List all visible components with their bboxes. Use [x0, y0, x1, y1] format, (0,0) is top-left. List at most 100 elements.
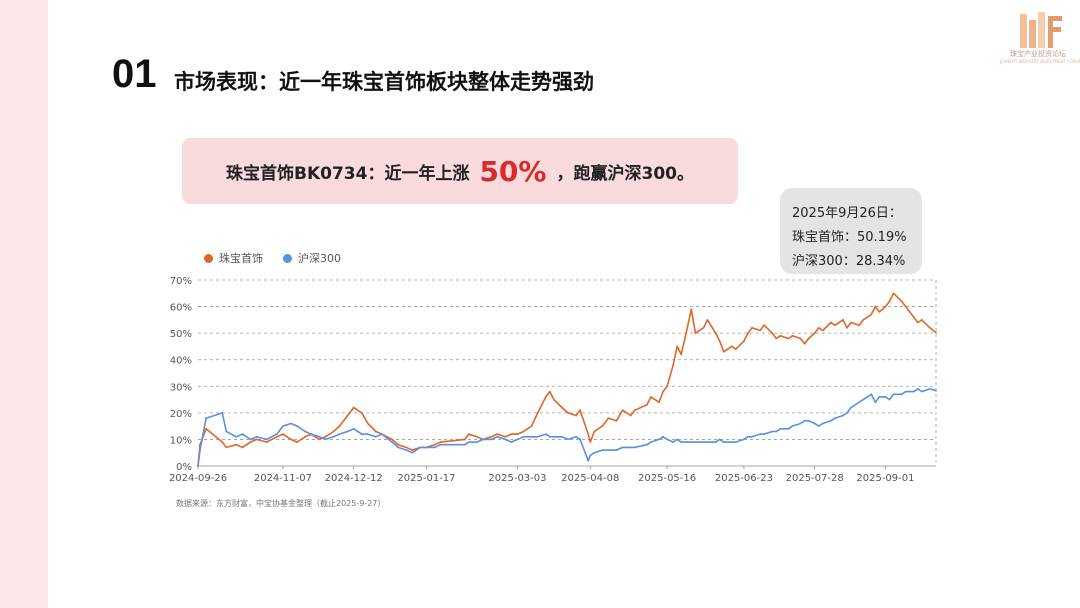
- data-point-csi300: [658, 438, 660, 441]
- data-point-csi300: [587, 459, 590, 462]
- data-point-csi300: [255, 435, 258, 438]
- data-point-jewelry: [405, 446, 408, 449]
- data-point-jewelry: [324, 435, 327, 438]
- data-point-jewelry: [544, 396, 547, 398]
- data-point-jewelry: [702, 326, 705, 329]
- data-point-csi300: [850, 406, 852, 409]
- data-point-csi300: [629, 446, 632, 449]
- data-point-jewelry: [633, 409, 636, 412]
- data-point-csi300: [607, 449, 610, 451]
- data-point-csi300: [722, 441, 725, 443]
- data-point-jewelry: [235, 443, 238, 446]
- data-point-csi300: [338, 433, 341, 435]
- data-point-csi300: [225, 430, 228, 433]
- data-point-jewelry: [567, 412, 569, 414]
- brand-logo-subtext: JEWELRY INDUSTRY INVESTMENT FORUM: [1000, 59, 1080, 64]
- data-point-jewelry: [912, 316, 915, 319]
- data-point-jewelry: [360, 412, 363, 414]
- x-tick-label: 2025-04-08: [561, 473, 619, 484]
- data-point-csi300: [734, 441, 737, 443]
- data-point-csi300: [690, 441, 693, 443]
- data-point-jewelry: [265, 441, 268, 443]
- data-point-csi300: [621, 446, 624, 449]
- data-point-jewelry: [433, 443, 436, 446]
- data-point-csi300: [601, 449, 604, 451]
- y-tick-label: 30%: [170, 382, 192, 393]
- data-point-csi300: [799, 422, 802, 425]
- data-point-csi300: [332, 435, 335, 438]
- data-point-csi300: [464, 443, 466, 446]
- data-point-csi300: [324, 438, 327, 441]
- data-point-jewelry: [589, 441, 592, 443]
- data-point-csi300: [904, 390, 907, 393]
- data-point-csi300: [694, 441, 697, 443]
- legend-dot-csi300: [283, 253, 292, 263]
- data-point-csi300: [199, 449, 201, 451]
- data-point-jewelry: [817, 326, 820, 329]
- data-point-csi300: [759, 433, 761, 435]
- data-point-jewelry: [846, 326, 848, 329]
- x-tick-label: 2025-05-16: [638, 473, 696, 484]
- data-point-csi300: [935, 389, 937, 392]
- data-point-jewelry: [676, 345, 679, 348]
- data-point-csi300: [751, 435, 753, 438]
- data-point-csi300: [702, 441, 705, 443]
- data-point-jewelry: [666, 385, 668, 388]
- data-point-jewelry: [575, 414, 577, 417]
- data-point-csi300: [522, 435, 525, 438]
- data-point-jewelry: [338, 425, 341, 427]
- data-point-csi300: [870, 393, 873, 396]
- data-point-csi300: [476, 441, 478, 443]
- tooltip-jewelry-value: 珠宝首饰：50.19%: [792, 230, 907, 245]
- data-point-jewelry: [714, 332, 717, 334]
- data-point-csi300: [830, 419, 832, 422]
- data-point-jewelry: [813, 332, 816, 334]
- data-point-csi300: [775, 430, 778, 433]
- data-point-jewelry: [375, 430, 377, 433]
- data-point-csi300: [718, 438, 721, 441]
- data-point-csi300: [747, 435, 749, 438]
- data-point-csi300: [205, 417, 207, 420]
- data-point-jewelry: [874, 305, 877, 308]
- data-point-csi300: [666, 438, 668, 441]
- data-point-jewelry: [516, 433, 519, 435]
- data-point-csi300: [282, 425, 284, 427]
- data-point-jewelry: [929, 326, 931, 329]
- data-point-jewelry: [935, 331, 937, 334]
- data-point-jewelry: [249, 441, 252, 443]
- y-tick-label: 50%: [170, 329, 192, 340]
- data-point-jewelry: [496, 433, 499, 435]
- data-point-jewelry: [658, 401, 660, 404]
- data-point-csi300: [360, 433, 363, 435]
- data-point-csi300: [884, 396, 887, 398]
- data-point-jewelry: [221, 441, 224, 443]
- data-point-jewelry: [779, 334, 782, 337]
- data-point-csi300: [650, 441, 652, 443]
- data-point-jewelry: [916, 321, 919, 324]
- data-point-jewelry: [680, 353, 683, 356]
- data-point-csi300: [706, 441, 709, 443]
- data-point-csi300: [730, 441, 733, 443]
- data-point-csi300: [672, 441, 675, 443]
- data-point-jewelry: [318, 438, 321, 441]
- data-point-csi300: [589, 454, 592, 457]
- legend-item-csi300[interactable]: 沪深300: [283, 250, 341, 266]
- data-point-jewelry: [771, 332, 774, 334]
- data-point-csi300: [496, 435, 499, 438]
- legend-label-jewelry: 珠宝首饰: [219, 252, 263, 265]
- data-point-jewelry: [346, 414, 349, 417]
- data-point-csi300: [743, 438, 745, 441]
- data-point-csi300: [405, 449, 408, 451]
- legend-item-jewelry[interactable]: 珠宝首饰: [204, 250, 263, 266]
- tooltip-csi300-value: 沪深300：28.34%: [792, 254, 906, 269]
- data-point-jewelry: [706, 319, 709, 321]
- data-point-csi300: [912, 390, 915, 393]
- data-point-csi300: [920, 390, 923, 393]
- data-point-jewelry: [791, 334, 794, 337]
- data-point-csi300: [916, 388, 919, 390]
- data-point-jewelry: [858, 324, 861, 327]
- data-point-jewelry: [759, 329, 761, 332]
- data-point-jewelry: [464, 438, 466, 441]
- data-point-csi300: [490, 438, 493, 441]
- data-point-csi300: [878, 396, 881, 398]
